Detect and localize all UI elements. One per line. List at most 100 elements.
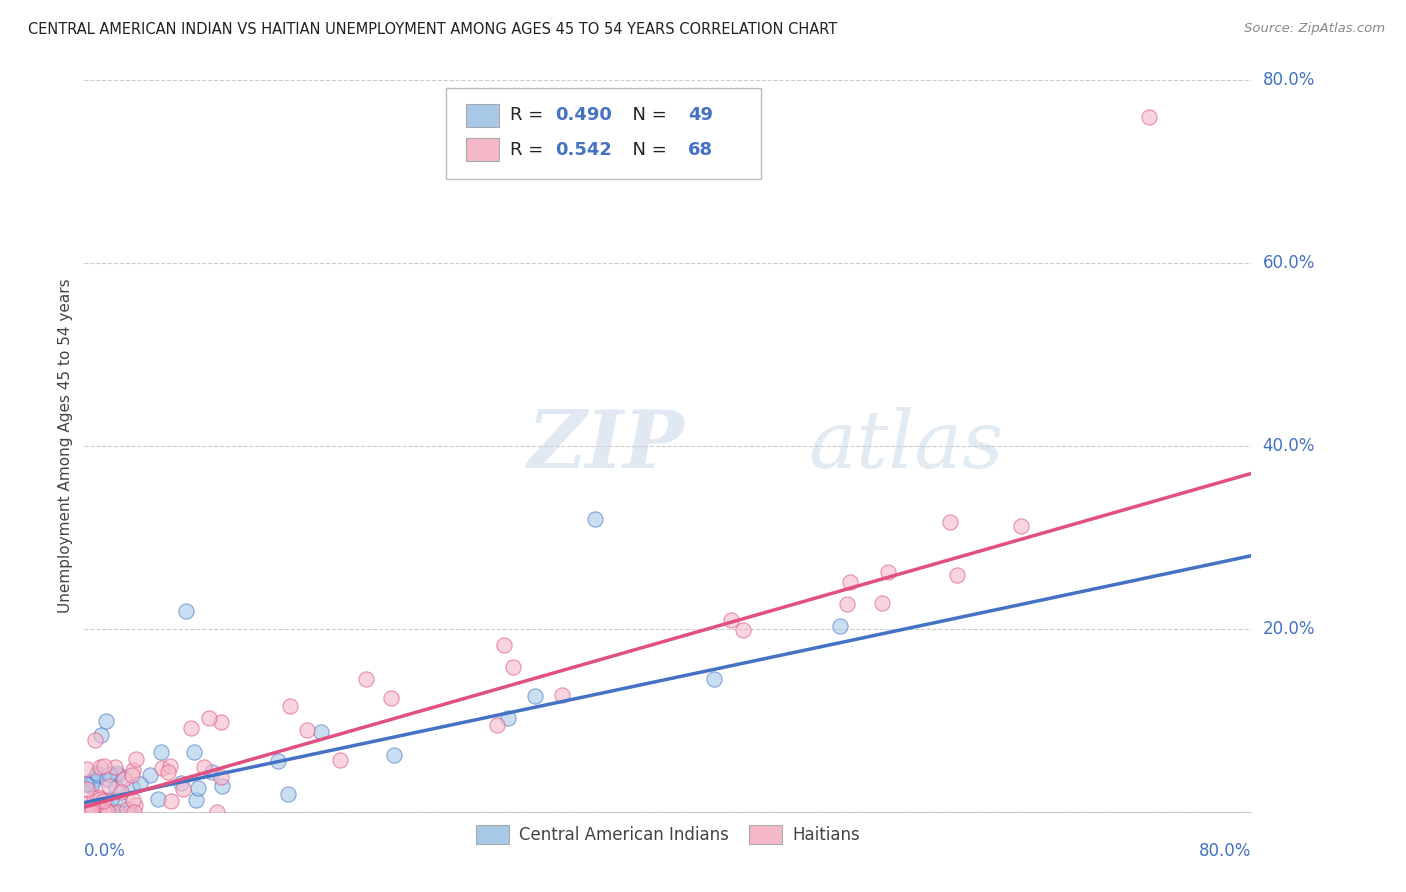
Text: 68: 68 [688,141,713,159]
Point [278,699,301,714]
Point [105,766,128,780]
Point [870,596,893,610]
Point [380,691,402,706]
Point [938,515,960,529]
Point [93,805,115,819]
Text: Source: ZipAtlas.com: Source: ZipAtlas.com [1244,22,1385,36]
Point [297,723,319,737]
Text: 40.0%: 40.0% [1263,437,1315,455]
Point [100,791,122,805]
Point [76,782,98,797]
Legend: Central American Indians, Haitians: Central American Indians, Haitians [470,818,866,851]
Point [494,639,516,653]
Point [87,805,110,819]
Point [309,725,332,739]
Point [86,797,108,812]
Point [93,805,115,819]
Point [486,718,509,732]
Point [124,798,146,813]
Point [112,772,135,786]
Point [172,781,194,796]
Point [1137,110,1160,124]
Text: CENTRAL AMERICAN INDIAN VS HAITIAN UNEMPLOYMENT AMONG AGES 45 TO 54 YEARS CORREL: CENTRAL AMERICAN INDIAN VS HAITIAN UNEMP… [28,22,838,37]
Point [170,776,193,790]
Point [156,764,179,779]
Text: 80.0%: 80.0% [1263,71,1315,89]
Point [103,760,125,774]
Point [91,794,114,808]
Point [82,801,104,815]
Point [211,779,233,793]
Point [945,568,967,582]
Point [107,768,129,782]
Text: ZIP: ZIP [527,408,685,484]
Point [122,805,145,819]
Point [502,659,524,673]
Point [77,804,100,818]
Point [176,603,198,617]
Point [209,771,232,785]
Text: R =: R = [510,106,550,124]
Point [125,752,148,766]
Point [583,512,606,526]
Point [382,748,405,763]
Text: 80.0%: 80.0% [1199,842,1251,860]
Point [73,797,96,811]
Point [96,772,118,786]
Point [80,805,103,819]
Text: 49: 49 [688,106,713,124]
Point [108,792,131,806]
Point [79,805,101,819]
Point [731,624,754,638]
Point [180,721,202,735]
Point [835,597,858,611]
Point [146,792,169,806]
Point [197,710,219,724]
Point [80,777,103,791]
Point [703,672,725,686]
Point [110,785,132,799]
Point [94,714,117,728]
Point [149,745,172,759]
Point [90,728,112,742]
Point [80,805,103,819]
Point [205,805,228,819]
Point [105,780,128,795]
Point [187,780,209,795]
Point [79,804,101,818]
Point [830,618,852,632]
Point [89,760,111,774]
Point [87,789,110,804]
Text: 0.0%: 0.0% [84,842,127,860]
Point [118,805,141,819]
Point [121,780,143,795]
Point [80,805,103,819]
Point [329,753,352,767]
Point [83,790,105,805]
Point [184,793,207,807]
Point [122,793,145,807]
Point [86,766,108,780]
FancyBboxPatch shape [465,138,499,161]
Point [97,766,120,780]
Point [150,761,173,775]
Y-axis label: Unemployment Among Ages 45 to 54 years: Unemployment Among Ages 45 to 54 years [58,278,73,614]
Point [1010,519,1032,533]
Point [75,777,97,791]
Point [107,805,129,819]
Point [79,805,101,819]
Point [82,805,104,819]
Point [118,805,141,819]
Point [105,805,128,819]
Point [876,565,898,579]
Point [94,803,117,817]
Point [93,758,115,772]
Point [75,805,97,819]
Point [82,773,104,788]
Point [277,787,299,801]
Text: N =: N = [621,141,672,159]
Point [209,714,232,729]
Point [354,672,377,686]
Point [193,760,215,774]
Point [838,575,860,590]
